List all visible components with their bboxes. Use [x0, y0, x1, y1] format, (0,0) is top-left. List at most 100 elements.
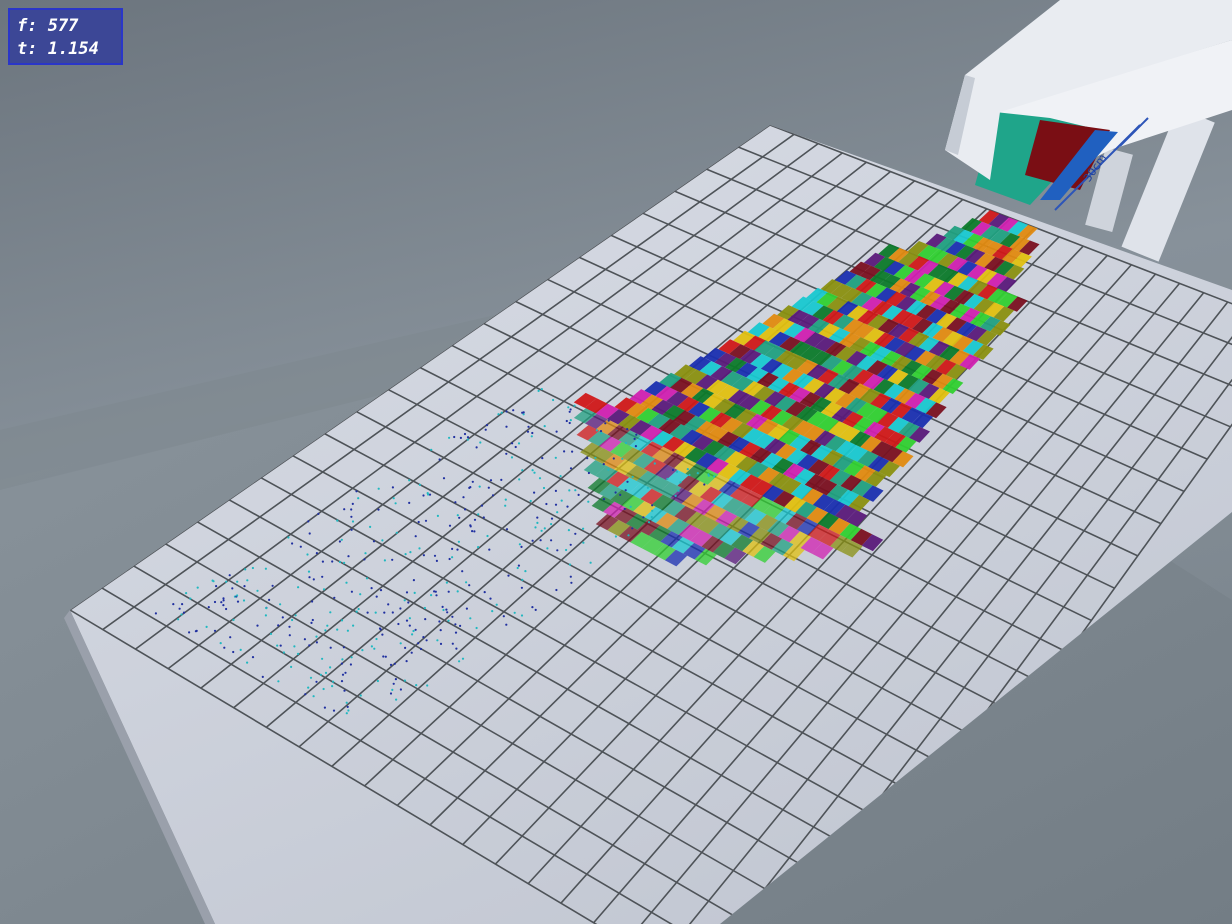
particle — [571, 450, 574, 453]
particle — [276, 644, 279, 647]
particle — [232, 618, 235, 622]
particle — [510, 442, 514, 445]
flow-cell — [999, 233, 1021, 248]
flow-cell — [775, 443, 797, 460]
particle — [375, 595, 378, 598]
flow-cell — [606, 471, 630, 488]
particle — [256, 589, 259, 592]
particle — [344, 671, 347, 674]
flow-cell — [760, 358, 783, 374]
particle — [399, 607, 402, 610]
flow-cell — [831, 406, 853, 423]
flow-cell — [873, 332, 896, 348]
flow-cell — [644, 506, 668, 524]
flow-cell — [972, 344, 994, 360]
flow-cell — [936, 313, 957, 329]
particle — [471, 530, 474, 533]
particle — [392, 497, 395, 500]
flow-cell — [792, 373, 815, 389]
particle — [399, 642, 402, 645]
flow-cell — [778, 382, 801, 398]
flow-cell — [706, 379, 729, 395]
flow-cell — [849, 337, 871, 353]
flow-cell — [923, 277, 945, 293]
flow-cell — [974, 252, 996, 268]
flow-cell — [739, 348, 762, 364]
particle — [505, 425, 508, 428]
flow-cell — [666, 469, 689, 486]
particle — [350, 656, 353, 659]
particle — [225, 607, 228, 611]
particle — [265, 607, 268, 610]
particle — [573, 404, 576, 407]
particle — [634, 445, 638, 448]
particle — [412, 579, 415, 582]
particle — [332, 680, 335, 683]
flow-cell — [674, 457, 697, 474]
flow-cell — [1009, 236, 1030, 252]
particle — [172, 603, 175, 606]
particle — [349, 663, 352, 666]
flow-cell — [717, 463, 740, 480]
particle — [577, 493, 580, 496]
time-counter: t: 1.154 — [17, 39, 99, 59]
particle — [543, 527, 546, 530]
flow-cell — [685, 463, 708, 480]
particle — [517, 442, 521, 445]
flow-cell — [997, 217, 1019, 232]
flow-cell — [717, 384, 740, 400]
particle — [533, 471, 536, 474]
flow-cell — [803, 378, 825, 394]
particle — [462, 496, 465, 499]
particle — [331, 685, 334, 688]
particle — [465, 607, 468, 610]
particle — [347, 709, 350, 712]
flow-cell — [861, 296, 883, 312]
particle — [422, 554, 425, 557]
particle — [651, 504, 654, 507]
flow-cell — [836, 301, 859, 316]
flow-cell — [669, 424, 692, 440]
flow-cell — [714, 352, 737, 368]
particle — [674, 494, 677, 497]
particle — [297, 652, 300, 656]
flow-cell — [812, 305, 834, 321]
flow-cell — [591, 448, 615, 464]
particle — [505, 623, 508, 626]
flow-cell — [913, 273, 935, 289]
flow-cell — [883, 383, 906, 400]
particle — [521, 578, 524, 582]
flow-cell — [680, 382, 704, 399]
grid-line — [260, 477, 930, 848]
particle — [375, 637, 378, 641]
flow-cell — [670, 487, 693, 504]
particle — [446, 611, 449, 614]
particle — [207, 606, 210, 609]
flow-cell — [728, 436, 751, 453]
particle — [631, 527, 634, 530]
flow-cell — [859, 341, 882, 357]
flow-cell — [696, 517, 720, 534]
particle — [552, 398, 555, 402]
flow-cell — [812, 493, 835, 511]
flow-cell — [1017, 224, 1038, 240]
flow-cell — [895, 296, 917, 311]
flow-cell — [963, 294, 985, 310]
flow-cell — [840, 287, 863, 303]
flow-cell — [925, 233, 947, 248]
flow-cell — [595, 403, 619, 419]
particle — [607, 468, 610, 471]
particle — [357, 497, 360, 500]
flow-cell — [768, 472, 791, 489]
flow-cell — [745, 413, 768, 430]
particle — [236, 594, 239, 597]
flow-cell — [967, 280, 989, 296]
particle — [582, 541, 585, 544]
particle — [405, 619, 409, 622]
particle — [520, 614, 524, 617]
flow-cell — [814, 336, 837, 352]
particle — [565, 419, 568, 423]
particle — [178, 607, 181, 610]
flow-cell — [708, 523, 731, 540]
particle — [205, 625, 208, 629]
